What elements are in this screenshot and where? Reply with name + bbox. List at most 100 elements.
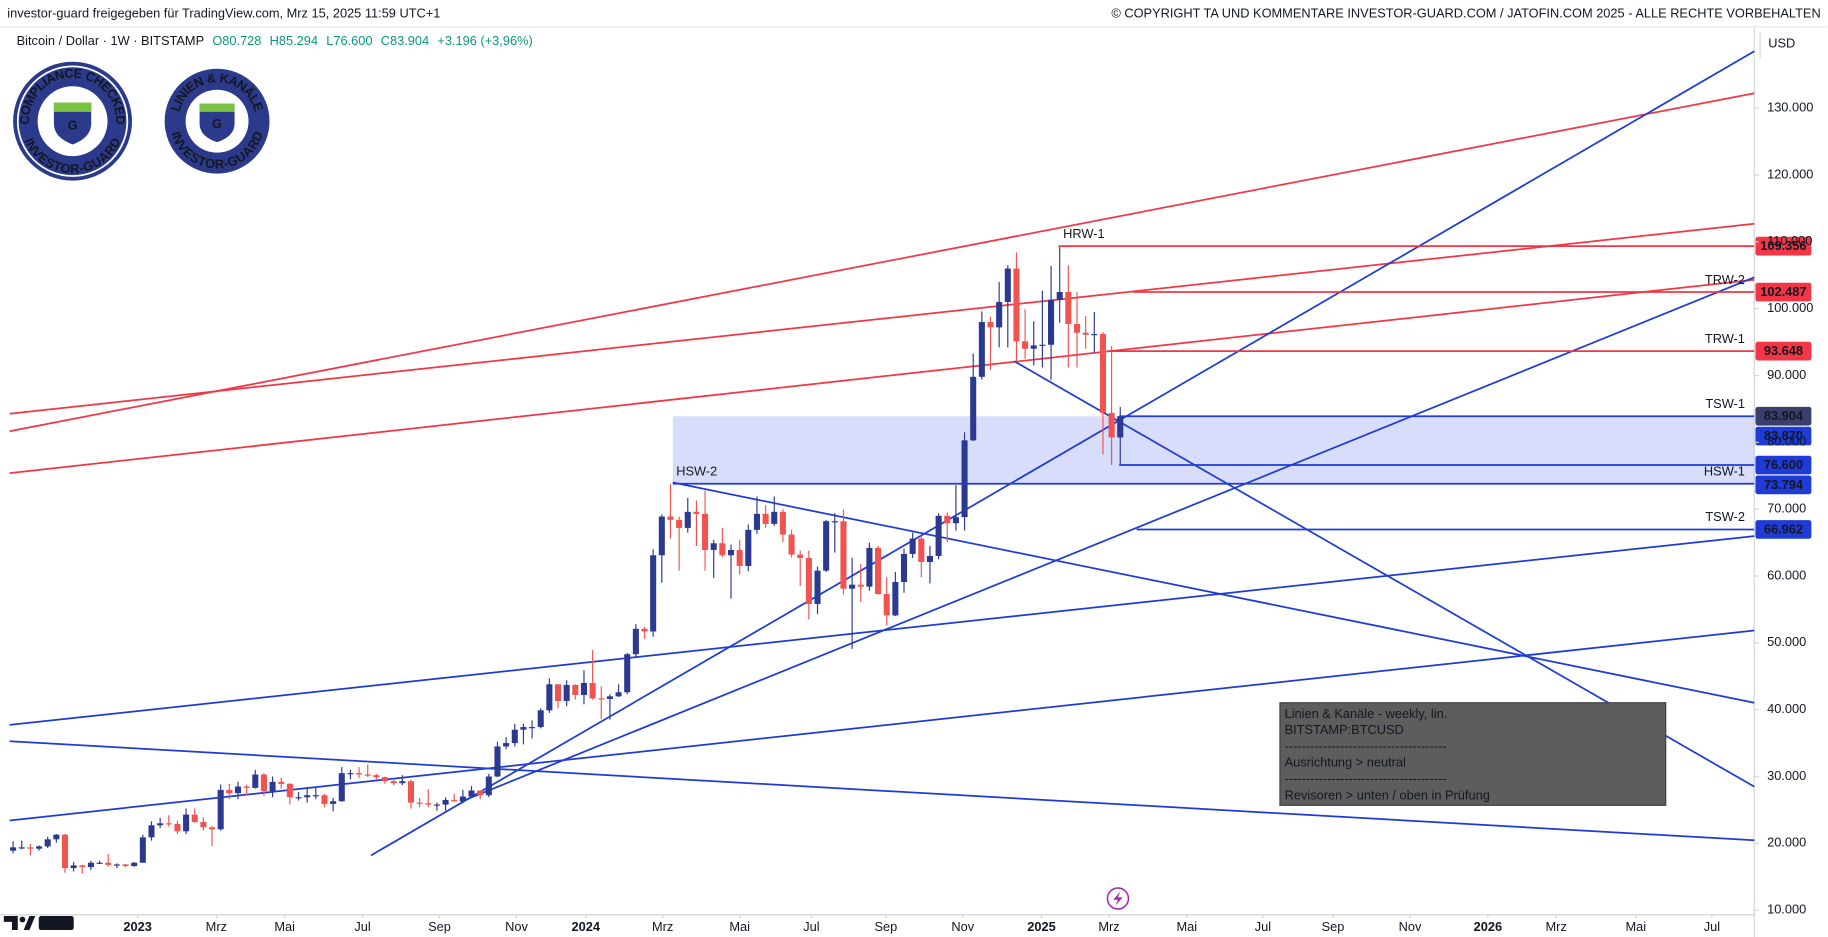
candle-body [658, 516, 665, 556]
candle-body [10, 847, 17, 851]
price-label: 83.904 [1764, 408, 1804, 423]
candle-body [1056, 291, 1063, 300]
event-icon-bolt [1113, 891, 1123, 906]
candle-body [823, 521, 830, 571]
candle-body [425, 803, 432, 805]
candle-body [537, 710, 544, 728]
candle-body [918, 538, 925, 562]
trendline [9, 740, 1755, 842]
x-tick-label: Mai [1625, 919, 1646, 934]
candle-body [667, 516, 674, 520]
candle-body [926, 555, 933, 562]
candle-body [217, 789, 224, 830]
candle-body [226, 789, 233, 794]
candle-body [900, 553, 908, 583]
candle-body [503, 743, 510, 747]
candle-body [209, 827, 216, 830]
x-tick-label: 2026 [1474, 919, 1502, 934]
candle-body [131, 862, 138, 867]
trendline [9, 629, 1755, 822]
candle-body [529, 727, 536, 729]
candle-body [797, 554, 804, 558]
candle-body [944, 515, 951, 524]
candle-body [321, 795, 328, 804]
symbol: Bitcoin / Dollar · 1W · BITSTAMP [17, 33, 204, 48]
y-tick-label: 20.000 [1767, 835, 1806, 850]
candle-body [105, 862, 112, 865]
candle-body [304, 795, 311, 798]
candle-body [1030, 345, 1037, 349]
ohlc-low: L76.600 [326, 33, 372, 48]
candle-body [139, 837, 146, 863]
y-tick-label: 40.000 [1767, 701, 1806, 716]
price-label: 73.794 [1764, 477, 1804, 492]
candle-body [719, 543, 726, 556]
level-name: TRW-1 [1705, 331, 1745, 346]
y-tick-label: 70.000 [1767, 501, 1806, 516]
price-label-box [1755, 282, 1812, 302]
level-name: TSW-2 [1705, 509, 1745, 524]
candle-body [53, 834, 60, 840]
info-line: Revisoren > unten / oben in Prüfung [1285, 787, 1490, 802]
candle-body [632, 628, 639, 655]
candle-body [996, 301, 1003, 328]
candle-body [260, 774, 267, 792]
candle-body [252, 774, 259, 788]
price-label: 66.962 [1764, 521, 1803, 536]
price-label-box [1755, 520, 1812, 539]
tv-logo-mark [3, 916, 18, 931]
info-line: Ausrichtung > neutral [1285, 755, 1406, 770]
y-tick-label: 80.000 [1767, 434, 1806, 449]
candle-body [520, 727, 527, 730]
candle-body [909, 538, 916, 554]
candle-body [278, 781, 285, 784]
candle-body [442, 799, 449, 805]
candle-body [693, 511, 700, 514]
candle-body [1039, 344, 1046, 346]
level-name: HRW-1 [1063, 226, 1104, 241]
tv-logo-pro: PRO [42, 915, 70, 930]
candle-body [883, 594, 890, 616]
trendlines [9, 50, 1755, 857]
price-label-box [1755, 455, 1812, 475]
badge-icon: G [68, 117, 78, 132]
candle-body [1108, 412, 1115, 438]
tv-logo-dot [19, 916, 26, 923]
trendline [9, 535, 1755, 726]
y-tick-label: 30.000 [1767, 768, 1806, 783]
price-label: 109.356 [1760, 238, 1806, 253]
x-tick-label: Sep [1322, 919, 1345, 934]
candle-body [407, 781, 415, 803]
price-label: 76.600 [1764, 457, 1803, 472]
candle-body [762, 513, 769, 524]
annotation-label: HSW-2 [676, 463, 717, 478]
candle-body [805, 557, 812, 605]
candle-body [451, 799, 458, 802]
badge-shield [199, 103, 235, 143]
x-tick-label: Sep [428, 919, 451, 934]
candle-body [200, 821, 207, 828]
candle-body [44, 839, 51, 847]
x-tick-label: Jul [1255, 919, 1271, 934]
candle-body [702, 513, 709, 550]
trendline [460, 276, 1755, 803]
x-tick-label: Mrz [652, 919, 673, 934]
x-tick-label: Mai [274, 919, 295, 934]
candle-body [849, 584, 856, 589]
y-tick-label: 120.000 [1767, 166, 1813, 181]
badge-shield-top [199, 103, 235, 112]
candle-body [174, 823, 181, 832]
x-tick-label: 2023 [123, 919, 151, 934]
candle-body [1065, 291, 1072, 325]
candle-body [399, 781, 406, 784]
candle-body [87, 862, 94, 868]
price-label-box [1755, 341, 1812, 361]
candle-body [27, 847, 34, 849]
x-tick-label: Mai [729, 919, 750, 934]
level-name: HSW-1 [1704, 464, 1745, 479]
x-tick-label: Nov [1399, 919, 1422, 934]
candle-body [1022, 341, 1029, 349]
level-name: TSW-1 [1705, 396, 1745, 411]
candle-body [148, 825, 155, 838]
event-icon[interactable] [1106, 887, 1130, 910]
